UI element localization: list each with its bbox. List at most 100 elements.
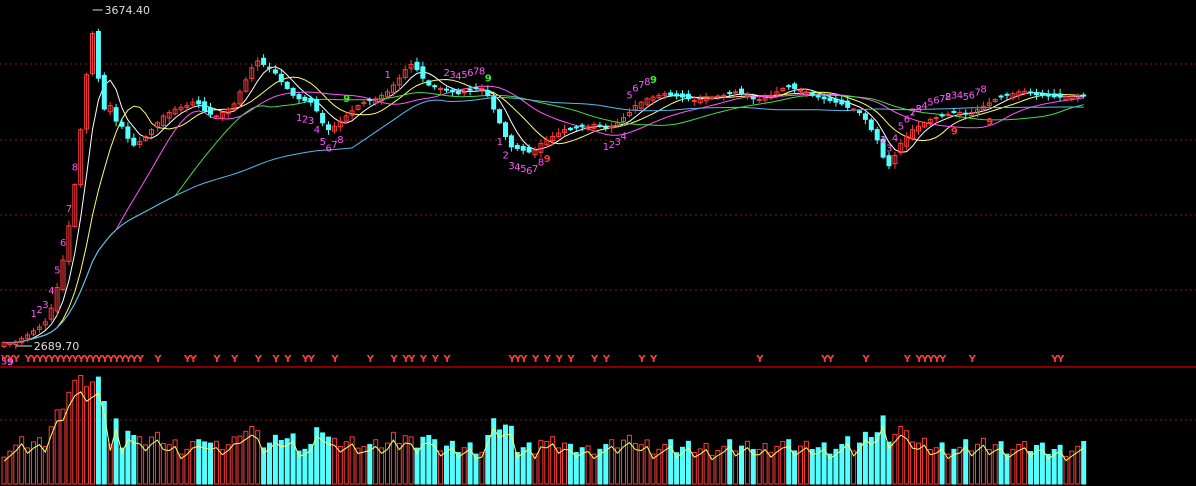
td-label: 8 <box>980 84 986 95</box>
y-marker: Y <box>12 354 21 365</box>
y-marker: Y <box>820 354 829 365</box>
candle-body <box>1004 93 1010 96</box>
candle-body <box>874 129 880 141</box>
volume-bar <box>857 442 862 485</box>
candle-body <box>579 124 585 127</box>
candle-body <box>408 63 414 69</box>
candle-body <box>1069 95 1075 100</box>
candlestick-series <box>1 28 1087 350</box>
candle-body <box>963 112 969 115</box>
candle-body <box>367 98 373 101</box>
td-label: 7 <box>331 140 337 151</box>
candle-body <box>95 30 101 79</box>
candle-body <box>42 321 48 326</box>
volume-bar <box>927 449 933 485</box>
y-marker: Y <box>183 354 192 365</box>
volume-bar <box>774 445 780 485</box>
candle-body <box>143 136 149 141</box>
y-marker: Y <box>926 354 935 365</box>
volume-bar <box>685 440 691 485</box>
candle-body <box>290 87 296 96</box>
td-label: 1 <box>385 70 391 81</box>
y-marker: Y <box>566 354 575 365</box>
volume-bar <box>95 376 101 485</box>
volume-bar <box>473 453 479 485</box>
volume-bar <box>326 436 331 485</box>
y-marker: Y <box>283 354 292 365</box>
volume-bar <box>703 443 709 485</box>
volume-bar <box>302 448 308 485</box>
y-marker: Y <box>71 354 80 365</box>
volume-bar <box>255 430 261 485</box>
volume-bar <box>385 442 390 485</box>
y-marker: Y <box>41 354 50 365</box>
td-label: 5 <box>1 356 7 367</box>
candle-body <box>1028 91 1034 94</box>
volume-bar <box>7 450 13 485</box>
candle-body <box>668 92 674 96</box>
volume-bar <box>178 453 184 485</box>
candle-body <box>868 119 874 131</box>
candle-body <box>691 99 697 103</box>
candle-body <box>485 90 491 96</box>
candle-body <box>685 93 691 100</box>
volume-bar <box>609 439 615 485</box>
candle-body <box>131 137 137 146</box>
y-marker: Y <box>407 354 416 365</box>
low-price-label: 2689.70 <box>34 340 80 353</box>
y-marker: Y <box>915 354 924 365</box>
price-grid <box>0 63 1196 421</box>
candle-body <box>373 98 379 104</box>
candle-body <box>957 111 963 116</box>
candle-body <box>1016 91 1022 97</box>
y-marker: Y <box>0 354 9 365</box>
candle-body <box>644 98 650 105</box>
candle-body <box>385 91 390 98</box>
td-label: 3 <box>916 104 922 115</box>
candle-body <box>603 126 609 129</box>
volume-bar <box>762 443 768 485</box>
candle-body <box>680 93 685 98</box>
volume-bar <box>786 439 792 485</box>
candle-body <box>255 60 261 67</box>
volume-bar <box>19 436 25 485</box>
td-label: 3 <box>886 144 892 155</box>
candle-body <box>284 81 290 89</box>
volume-bar <box>1039 442 1045 485</box>
volume-bar <box>880 415 886 485</box>
volume-bar <box>597 448 603 485</box>
candle-body <box>798 89 803 92</box>
td-label: 6 <box>904 115 910 126</box>
ma30-line <box>3 92 1084 344</box>
volume-bar <box>644 439 650 485</box>
volume-bar <box>573 452 579 485</box>
candle-body <box>249 67 255 80</box>
td-label: 7 <box>532 164 538 175</box>
volume-bar <box>331 437 337 485</box>
td-label: 2 <box>503 151 509 162</box>
candle-body <box>48 307 54 320</box>
candle-body <box>715 95 721 98</box>
candle-body <box>449 89 455 93</box>
td-label: 2 <box>444 68 450 79</box>
candle-body <box>219 111 225 119</box>
volume-bar <box>107 444 113 485</box>
volume-bar <box>343 441 349 485</box>
candle-body <box>202 101 208 112</box>
td-label: 7 <box>910 108 916 119</box>
volume-bar <box>827 453 833 485</box>
volume-bar <box>113 418 119 485</box>
candle-body <box>178 106 184 111</box>
candle-body <box>662 93 668 96</box>
volume-bar <box>1034 445 1039 485</box>
volume-bar <box>125 430 131 485</box>
volume-bar <box>892 433 898 485</box>
candle-body <box>904 136 910 147</box>
y-marker: Y <box>637 354 646 365</box>
y-marker: Y <box>826 354 835 365</box>
candle-body <box>786 85 792 88</box>
td-label: 2 <box>910 108 916 119</box>
candle-body <box>750 96 756 100</box>
